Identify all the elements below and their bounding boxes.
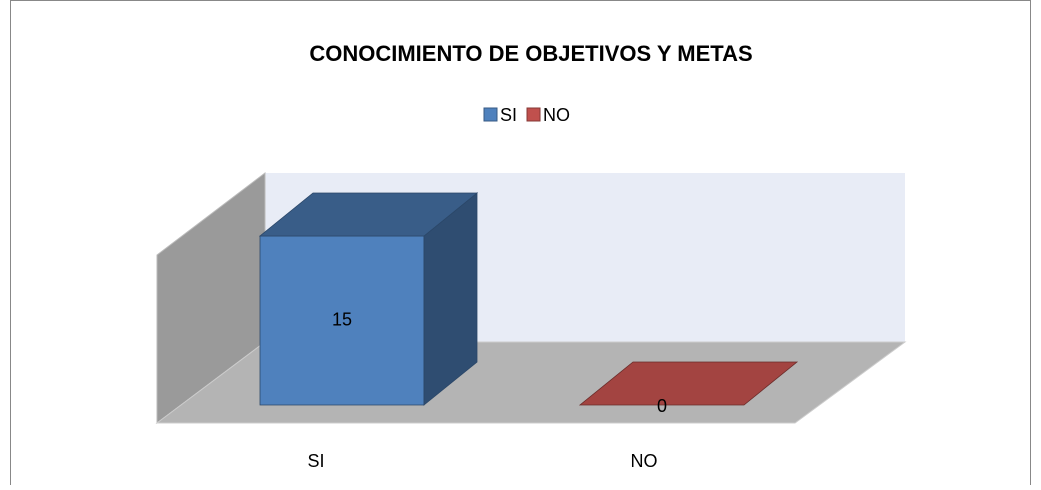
bar-top <box>258 192 479 237</box>
bar <box>258 192 479 406</box>
bar <box>578 361 799 406</box>
x-tick-label: SI <box>307 451 324 471</box>
legend-swatch <box>483 107 498 122</box>
data-label: 15 <box>332 309 352 329</box>
chart-title: CONOCIMIENTO DE OBJETIVOS Y METAS <box>309 41 752 66</box>
legend-swatch <box>526 107 541 122</box>
legend-label: SI <box>500 105 517 125</box>
bar-top <box>578 361 799 406</box>
data-label: 0 <box>657 396 667 416</box>
legend-label: NO <box>543 105 570 125</box>
x-tick-label: NO <box>631 451 658 471</box>
